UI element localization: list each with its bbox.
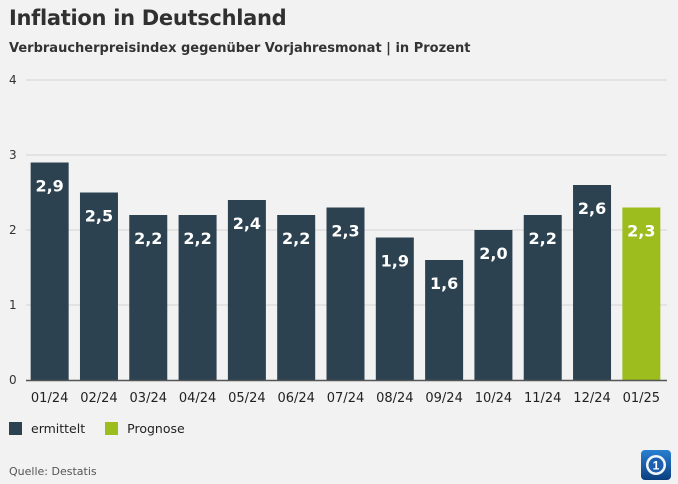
bar: [523, 215, 562, 380]
legend-item-prognose: Prognose: [105, 421, 185, 436]
bar-value-label: 2,5: [85, 207, 113, 226]
x-tick-label: 01/25: [623, 391, 660, 406]
legend: ermittelt Prognose: [9, 421, 205, 436]
y-tick-label: 0: [9, 373, 17, 387]
svg-text:1: 1: [653, 459, 660, 473]
bar-value-label: 2,2: [529, 229, 557, 248]
x-tick-label: 11/24: [524, 391, 561, 406]
bar: [227, 200, 266, 380]
bar-value-label: 2,2: [282, 229, 310, 248]
bar: [425, 260, 464, 380]
x-tick-label: 12/24: [573, 391, 610, 406]
legend-label-ermittelt: ermittelt: [31, 421, 86, 436]
x-tick-label: 07/24: [327, 391, 364, 406]
bar-value-label: 1,6: [430, 274, 458, 293]
y-tick-label: 3: [9, 148, 17, 162]
legend-swatch-ermittelt: [9, 422, 22, 435]
bar-value-label: 2,2: [134, 229, 162, 248]
bar: [178, 215, 217, 380]
bar: [129, 215, 168, 380]
tagesschau-logo-icon: 1: [641, 450, 671, 480]
bar: [326, 207, 365, 380]
x-tick-label: 03/24: [130, 391, 167, 406]
x-tick-label: 05/24: [228, 391, 265, 406]
bar-value-label: 2,6: [578, 199, 606, 218]
legend-label-prognose: Prognose: [127, 421, 185, 436]
x-tick-label: 10/24: [475, 391, 512, 406]
bar: [622, 207, 661, 380]
bar-value-label: 2,9: [35, 177, 63, 196]
source-note: Quelle: Destatis: [9, 465, 97, 478]
x-tick-label: 08/24: [376, 391, 413, 406]
chart-title: Inflation in Deutschland: [9, 6, 287, 30]
bar-value-label: 2,4: [233, 214, 261, 233]
legend-swatch-prognose: [105, 422, 119, 435]
x-tick-label: 06/24: [277, 391, 314, 406]
bar: [277, 215, 316, 380]
x-tick-label: 04/24: [179, 391, 216, 406]
bar-value-label: 2,3: [627, 222, 655, 241]
bar-value-label: 2,3: [331, 222, 359, 241]
bar: [79, 192, 118, 380]
legend-item-ermittelt: ermittelt: [9, 421, 85, 436]
bar: [30, 162, 69, 380]
bar-value-label: 2,0: [479, 244, 507, 263]
x-tick-label: 02/24: [80, 391, 117, 406]
bar: [474, 230, 513, 380]
bar: [375, 237, 414, 380]
bar-value-label: 1,9: [381, 252, 409, 271]
y-tick-label: 4: [9, 73, 17, 87]
bar-value-label: 2,2: [183, 229, 211, 248]
bar: [573, 185, 612, 380]
y-tick-label: 1: [9, 298, 17, 312]
chart-subtitle: Verbraucherpreisindex gegenüber Vorjahre…: [9, 41, 471, 56]
x-tick-label: 01/24: [31, 391, 68, 406]
y-tick-label: 2: [9, 223, 17, 237]
bar-chart: 0 1 2 3 4 2,9 01/24 2,5 02/24 2,2 03/24 2,2 04/24 2,4…: [9, 73, 667, 406]
x-tick-label: 09/24: [425, 391, 462, 406]
